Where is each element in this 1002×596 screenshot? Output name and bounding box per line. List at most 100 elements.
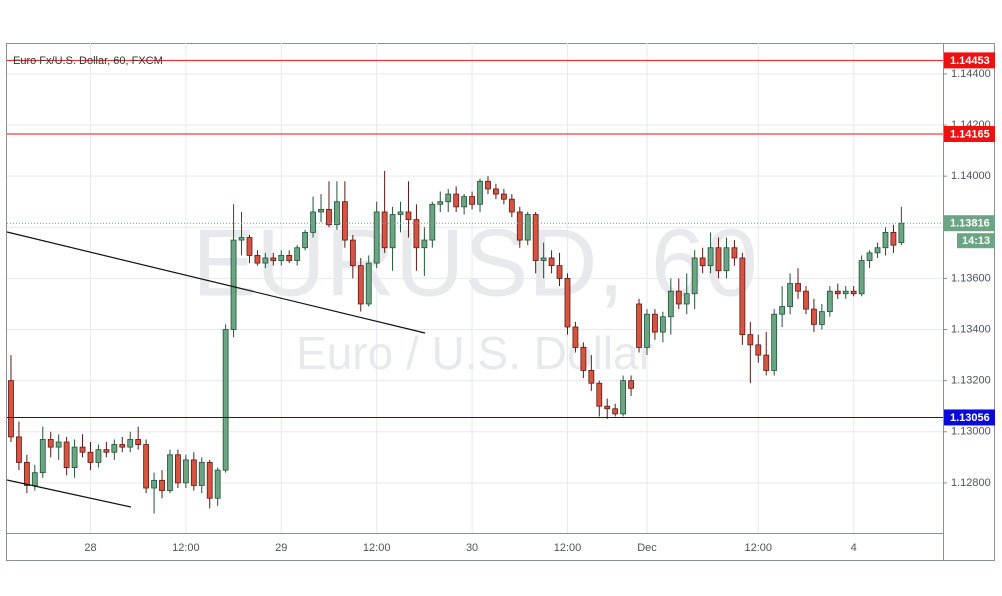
candle-body (39, 439, 46, 474)
candle-body (182, 459, 189, 484)
candle-body (723, 247, 730, 272)
x-tick-label: Dec (637, 542, 657, 554)
candle-body (143, 444, 150, 489)
candle-body (731, 247, 738, 259)
candle-body (620, 380, 627, 415)
candle-body (222, 329, 229, 471)
x-tick-label: 28 (84, 542, 96, 554)
x-tick-label: 4 (851, 542, 857, 554)
y-tick-label: 1.13200 (951, 375, 991, 387)
trend-line (6, 479, 132, 508)
candle-body (294, 247, 301, 261)
candle-body (604, 405, 611, 410)
candle-body (874, 247, 881, 254)
candle-body (787, 283, 793, 307)
candle-body (588, 370, 595, 384)
x-tick-label: 12:00 (363, 542, 391, 554)
candle-body (667, 290, 674, 318)
candle-body (898, 222, 905, 244)
candle-body (866, 252, 873, 261)
candle-body (389, 214, 396, 249)
candle-body (421, 239, 428, 249)
level-label-box (944, 409, 995, 426)
x-tick-label: 29 (275, 542, 287, 554)
last-price-label: 1.13816 (950, 218, 990, 230)
candle-body (175, 454, 181, 484)
candle-body (198, 462, 205, 486)
candle-body (580, 347, 587, 371)
candle-body (119, 444, 126, 448)
candle-body (310, 211, 316, 233)
candle-body (159, 479, 165, 491)
level-label: 1.14453 (950, 55, 990, 67)
candle-body (151, 479, 157, 489)
candle-body (858, 260, 865, 295)
x-tick-label: 12:00 (554, 542, 582, 554)
candle-body (167, 454, 173, 491)
candle-body (644, 313, 650, 348)
candle-body (302, 232, 309, 249)
candle-body (413, 219, 420, 249)
candle-body (95, 449, 102, 463)
candle-body (111, 444, 118, 453)
candle-body (262, 257, 269, 264)
candle-body (270, 257, 277, 261)
x-tick-label: 30 (466, 542, 478, 554)
candle-body (349, 239, 356, 267)
candle-body (882, 232, 889, 249)
candle-body (795, 283, 801, 292)
candle-body (850, 290, 857, 295)
candle-body (326, 209, 332, 226)
candle-body (739, 257, 746, 336)
candle-body (548, 257, 555, 267)
candle-body (8, 380, 14, 438)
candle-body (429, 203, 436, 241)
candle-body (675, 290, 682, 305)
candle-body (540, 257, 547, 261)
candle-body (246, 237, 253, 256)
x-tick-label: 12:00 (172, 542, 200, 554)
y-tick-label: 1.14400 (951, 68, 991, 80)
level-label-box (944, 52, 995, 69)
candle-body (715, 247, 722, 272)
candle-body (278, 255, 285, 261)
candle-body (763, 354, 770, 371)
y-tick-label: 1.13400 (951, 323, 991, 335)
candle-body (334, 201, 340, 226)
candle-body (612, 408, 619, 415)
candle-body (755, 344, 762, 356)
candle-body (55, 441, 62, 448)
y-tick-label: 1.12800 (951, 477, 991, 489)
candle-body (318, 209, 324, 213)
candle-body (811, 308, 817, 325)
candle-body (286, 255, 293, 261)
candle-body (405, 211, 412, 221)
candle-body (803, 290, 809, 310)
candle-body (190, 459, 197, 486)
candle-body (659, 316, 666, 333)
candle-body (31, 472, 38, 486)
candle-body (524, 214, 531, 241)
y-tick-label: 1.13600 (951, 272, 991, 284)
candle-body (341, 201, 348, 241)
candle-body (214, 469, 221, 499)
candle-body (500, 193, 507, 200)
candle-body (254, 255, 261, 264)
level-label: 1.14165 (950, 128, 990, 140)
candle-body (453, 193, 460, 208)
candle-body (103, 449, 110, 453)
candle-body (771, 313, 778, 371)
candle-body (707, 247, 714, 267)
candle-body (87, 451, 94, 463)
candle-body (652, 313, 658, 333)
x-tick-label: 12:00 (745, 542, 773, 554)
candle-body (127, 439, 134, 448)
candle-body (23, 462, 30, 486)
candle-body (683, 293, 690, 305)
level-label-box (944, 125, 995, 142)
candle-body (397, 211, 404, 215)
candle-body (516, 211, 523, 241)
candle-body (63, 441, 70, 468)
